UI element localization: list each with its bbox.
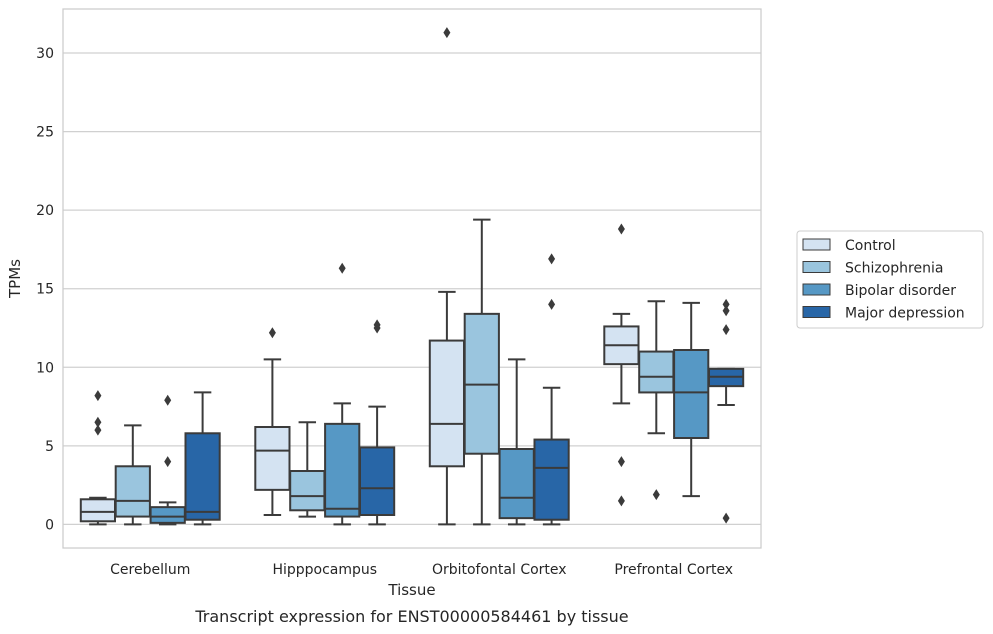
x-tick-label: Orbitofontal Cortex bbox=[432, 562, 567, 578]
box bbox=[289, 470, 326, 512]
legend-swatch bbox=[802, 283, 831, 296]
outlier-point bbox=[443, 27, 451, 39]
box-group bbox=[289, 421, 326, 518]
box-group bbox=[358, 319, 396, 526]
x-tick-label: Hipppocampus bbox=[272, 562, 377, 578]
outlier-point bbox=[164, 394, 172, 406]
box-group bbox=[254, 327, 291, 516]
outlier-point bbox=[373, 322, 381, 334]
box-group bbox=[428, 27, 466, 526]
y-tick-label: 10 bbox=[36, 360, 54, 376]
box-group bbox=[603, 223, 640, 507]
box-group bbox=[463, 218, 500, 526]
box bbox=[324, 422, 361, 518]
box bbox=[149, 506, 186, 524]
legend-frame bbox=[796, 230, 984, 329]
outlier-point bbox=[268, 327, 276, 339]
outlier-point bbox=[164, 456, 172, 468]
legend-swatch bbox=[802, 261, 831, 273]
box-group bbox=[498, 358, 535, 526]
box bbox=[638, 350, 675, 394]
y-tick-label: 0 bbox=[45, 517, 54, 533]
y-axis-label: TPMs bbox=[6, 259, 24, 299]
outlier-point bbox=[94, 390, 102, 402]
box-group bbox=[149, 394, 186, 526]
box-group bbox=[638, 300, 675, 501]
legend-label: Bipolar disorder bbox=[845, 283, 956, 299]
outlier-point bbox=[617, 456, 625, 468]
x-tick-label: Cerebellum bbox=[110, 562, 190, 578]
box-group bbox=[673, 301, 710, 498]
x-axis-label: Tissue bbox=[387, 581, 435, 599]
outlier-point bbox=[548, 253, 556, 265]
y-tick-labels: 0 5 10 15 20 25 30 bbox=[36, 46, 54, 533]
box bbox=[114, 465, 151, 518]
outlier-point bbox=[617, 495, 625, 507]
box-group bbox=[79, 390, 117, 526]
box bbox=[533, 438, 570, 521]
box-group bbox=[184, 391, 221, 526]
box bbox=[358, 446, 396, 516]
plot-frame bbox=[62, 8, 762, 549]
y-tick-label: 15 bbox=[36, 282, 54, 298]
legend-label: Major depression bbox=[845, 306, 965, 322]
y-tick-label: 20 bbox=[36, 203, 54, 219]
box bbox=[498, 448, 535, 520]
outlier-point bbox=[338, 262, 346, 274]
box-group bbox=[114, 424, 151, 526]
y-tick-label: 5 bbox=[45, 439, 54, 455]
outlier-point bbox=[652, 489, 660, 501]
box bbox=[428, 339, 466, 468]
box bbox=[79, 498, 117, 523]
outlier-point bbox=[722, 298, 730, 310]
box bbox=[673, 349, 710, 439]
legend-label: Schizophrenia bbox=[845, 261, 943, 277]
legend-swatch bbox=[802, 306, 831, 318]
boxes bbox=[79, 27, 745, 526]
chart-caption: Transcript expression for ENST0000058446… bbox=[194, 607, 628, 626]
legend: Control Schizophrenia Bipolar disorder Majo… bbox=[796, 230, 984, 329]
x-tick-label: Prefrontal Cortex bbox=[614, 562, 733, 578]
box bbox=[184, 432, 221, 521]
box bbox=[254, 426, 291, 491]
y-tick-label: 25 bbox=[36, 125, 54, 141]
gridlines bbox=[63, 52, 761, 526]
outlier-point bbox=[94, 424, 102, 436]
legend-label: Control bbox=[845, 238, 896, 254]
box-group bbox=[533, 253, 570, 526]
box-group bbox=[707, 298, 745, 524]
box-group bbox=[324, 262, 361, 526]
legend-swatch bbox=[802, 238, 831, 251]
outlier-point bbox=[722, 305, 730, 317]
outlier-point bbox=[617, 223, 625, 235]
outlier-point bbox=[722, 512, 730, 524]
outlier-point bbox=[548, 298, 556, 310]
x-tick-labels: Cerebellum Hipppocampus Orbitofontal Corte… bbox=[110, 562, 733, 578]
outlier-point bbox=[94, 416, 102, 428]
outlier-point bbox=[722, 324, 730, 336]
y-tick-label: 30 bbox=[36, 46, 54, 62]
